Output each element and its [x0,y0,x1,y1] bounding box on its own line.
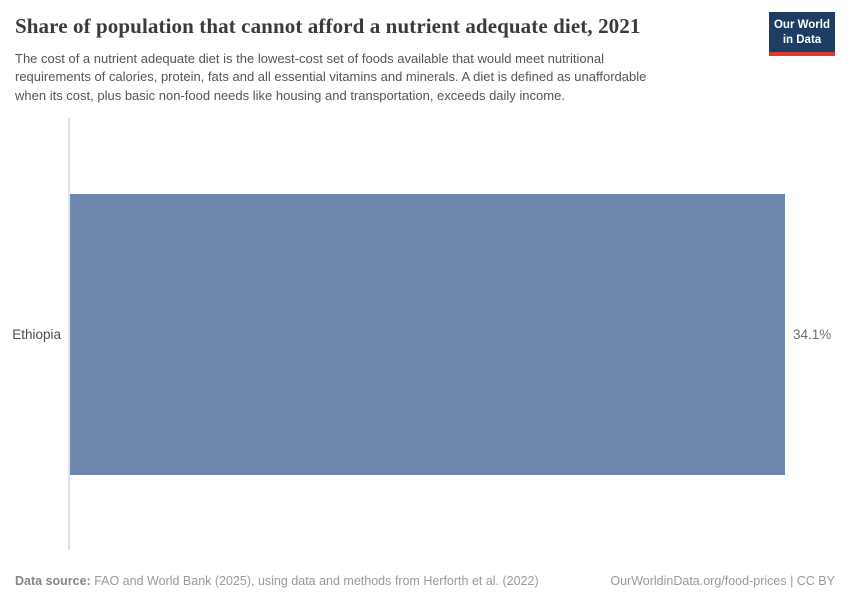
data-source-text: FAO and World Bank (2025), using data an… [90,574,539,588]
chart-subtitle: The cost of a nutrient adequate diet is … [15,50,775,105]
bar-ethiopia[interactable] [70,194,785,475]
chart-subtitle-line: when its cost, plus basic non-food needs… [15,87,565,103]
owid-logo-line2: in Data [782,33,822,46]
chart-title: Share of population that cannot afford a… [15,14,641,38]
value-label-ethiopia: 34.1% [793,327,832,342]
plot-area: Ethiopia 34.1% [0,118,850,550]
data-source-note: Data source: FAO and World Bank (2025), … [15,574,539,588]
chart-subtitle-line: The cost of a nutrient adequate diet is … [15,51,604,66]
chart-footer: Data source: FAO and World Bank (2025), … [15,574,835,588]
owid-url-link[interactable]: OurWorldinData.org/food-prices | CC BY [610,574,835,588]
owid-logo[interactable]: Our World in Data [769,12,835,57]
chart-subtitle-line: requirements of calories, protein, fats … [15,69,647,85]
owid-logo-line1: Our World [773,19,830,31]
bar-row-ethiopia: Ethiopia 34.1% [0,194,850,475]
entity-label-ethiopia: Ethiopia [12,327,61,342]
y-axis-line [68,118,70,550]
data-source-label: Data source: [15,574,91,588]
